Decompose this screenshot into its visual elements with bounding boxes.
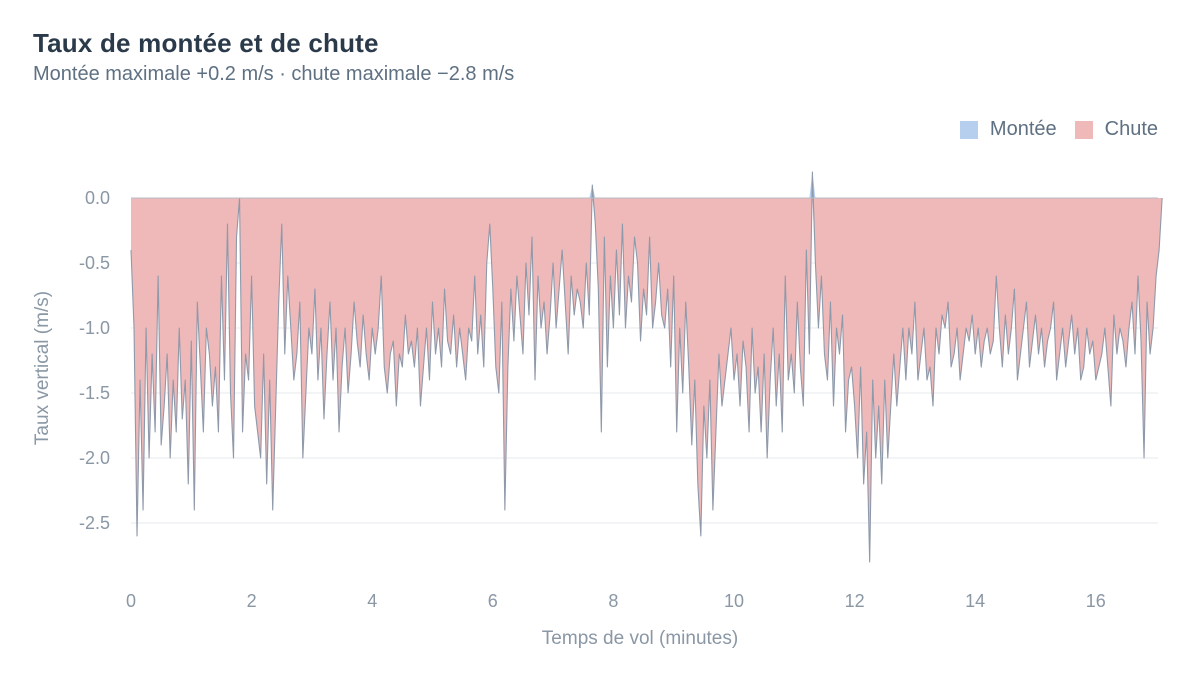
y-tick-label: 0.0 — [85, 188, 110, 208]
y-tick-label: -2.5 — [79, 513, 110, 533]
x-tick-label: 2 — [247, 591, 257, 611]
rate-line-path — [130, 171, 1163, 563]
chart-title: Taux de montée et de chute — [33, 28, 379, 58]
y-axis-label: Taux vertical (m/s) — [32, 291, 53, 445]
x-axis-label: Temps de vol (minutes) — [542, 628, 738, 649]
y-tick-label: -0.5 — [79, 253, 110, 273]
chart-subtitle: Montée maximale +0.2 m/s · chute maximal… — [33, 63, 515, 85]
y-axis-ticks: 0.0 -0.5 -1.0 -1.5 -2.0 -2.5 — [79, 188, 110, 533]
legend-label-montee: Montée — [989, 118, 1057, 140]
x-axis-ticks: 0 2 4 6 8 10 12 14 16 — [126, 591, 1106, 611]
x-tick-label: 6 — [488, 591, 498, 611]
x-tick-label: 16 — [1086, 591, 1106, 611]
chart-legend: Montée Chute — [942, 118, 1158, 141]
x-tick-label: 12 — [845, 591, 865, 611]
legend-swatch-chute — [1074, 120, 1093, 139]
y-tick-label: -1.5 — [79, 383, 110, 403]
x-tick-label: 4 — [367, 591, 377, 611]
x-tick-label: 14 — [965, 591, 985, 611]
rate-line — [130, 171, 1163, 563]
legend-item-chute: Chute — [1074, 118, 1158, 141]
legend-label-chute: Chute — [1104, 118, 1158, 140]
legend-swatch-montee — [959, 120, 978, 139]
y-tick-label: -2.0 — [79, 448, 110, 468]
y-tick-label: -1.0 — [79, 318, 110, 338]
area-fills — [131, 172, 1163, 562]
area-montee — [131, 172, 1163, 198]
x-tick-label: 10 — [724, 591, 744, 611]
area-chute — [131, 198, 1163, 562]
x-tick-label: 8 — [608, 591, 618, 611]
legend-item-montee: Montée — [959, 118, 1057, 141]
x-tick-label: 0 — [126, 591, 136, 611]
